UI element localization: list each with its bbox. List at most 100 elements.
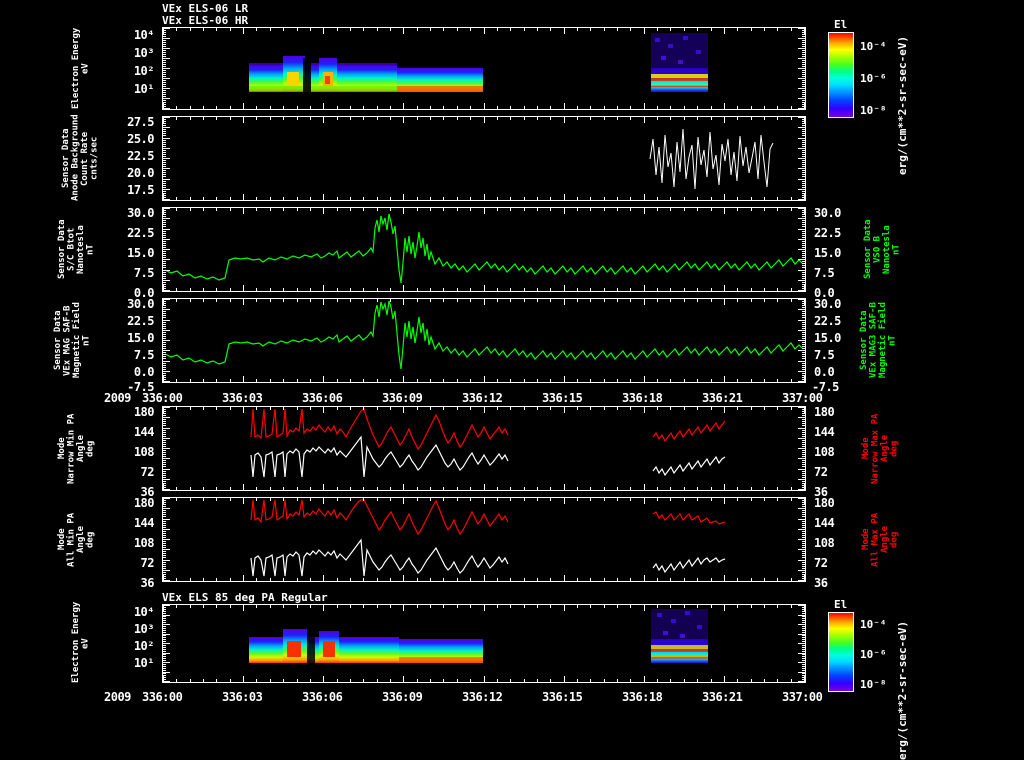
xtick-mid-6: 336:18 — [622, 391, 663, 405]
panel-right-label-all-max-pa: Mode All Max PA Angle deg — [861, 512, 900, 567]
panel-label-anode-background: Sensor Data Anode Background Count Rate … — [61, 114, 100, 201]
colorbar-top-units: erg/(cm**2-sr-sec-eV) — [896, 35, 909, 175]
panel-all-min-pa[interactable] — [162, 497, 806, 582]
ytickr-p3-300: 30.0 — [814, 206, 841, 220]
vex-mag-saf-b-plot — [164, 300, 804, 370]
panel-label-electron-energy-top: Electron Energy eV — [71, 27, 91, 110]
panel-narrow-min-pa[interactable] — [162, 406, 806, 491]
panel-electron-energy-bottom[interactable] — [162, 604, 806, 683]
xaxis-year-middle: 2009 — [104, 391, 131, 405]
colorbar-bottom-tick-2: 10⁻⁶ — [860, 648, 887, 661]
ytick-p6-144: 144 — [133, 516, 155, 530]
ytickr-p5-36: 36 — [814, 485, 828, 499]
colorbar-top: El 10⁻⁴ 10⁻⁶ 10⁻⁸ — [828, 18, 918, 118]
ytick-p3-225: 22.5 — [127, 226, 154, 240]
ytick-p4-300: 30.0 — [127, 297, 154, 311]
top-title-line1: VEx ELS-06 LR — [162, 2, 249, 15]
colorbar-bottom: El 10⁻⁴ 10⁻⁶ 10⁻⁸ — [828, 598, 918, 693]
ytickr-p4-150: 15.0 — [814, 331, 841, 345]
xtick-mid-2: 336:06 — [302, 391, 343, 405]
ytick-bot-1e1: 10¹ — [133, 656, 155, 670]
ytick-bot-1e4: 10⁴ — [133, 605, 155, 619]
panel-electron-energy-top[interactable] — [162, 27, 806, 110]
xtick-bot-0: 336:00 — [142, 690, 183, 704]
panel-vex-mag-saf-b[interactable] — [162, 298, 806, 383]
xtick-bot-2: 336:06 — [302, 690, 343, 704]
ytick-p5-144: 144 — [133, 425, 155, 439]
panel-right-label-narrow-max-pa: Mode Narrow Max PA Angle deg — [861, 413, 900, 484]
xtick-bot-3: 336:09 — [382, 690, 423, 704]
xtick-bot-7: 336:21 — [702, 690, 743, 704]
ytick-p4-225: 22.5 — [127, 314, 154, 328]
xtick-mid-4: 336:12 — [462, 391, 503, 405]
xtick-bot-5: 336:15 — [542, 690, 583, 704]
panel-label-electron-energy-bottom: Electron Energy eV — [71, 601, 91, 683]
panel-sc-btot[interactable] — [162, 207, 806, 292]
ytick-p4-n75: -7.5 — [127, 380, 154, 394]
colorbar-top-tick-2: 10⁻⁶ — [860, 72, 887, 85]
colorbar-top-tick-3: 10⁻⁸ — [860, 104, 887, 117]
xtick-mid-0: 336:00 — [142, 391, 183, 405]
xtick-mid-7: 336:21 — [702, 391, 743, 405]
colorbar-bottom-tick-1: 10⁻⁴ — [860, 618, 887, 631]
xtick-mid-8: 337:00 — [782, 391, 823, 405]
ytick-top-1e3: 10³ — [133, 46, 155, 60]
ytick-p2-200: 20.0 — [127, 166, 154, 180]
ytick-p4-00: 0.0 — [133, 365, 155, 379]
ytick-top-1e2: 10² — [133, 64, 155, 78]
ytick-p5-72: 72 — [140, 465, 155, 479]
xaxis-year-bottom: 2009 — [104, 690, 131, 704]
ytick-p4-150: 15.0 — [127, 331, 154, 345]
ytickr-p6-144: 144 — [814, 516, 835, 530]
all-pa-plot — [250, 499, 726, 577]
colorbar-top-title: El — [834, 18, 848, 31]
ytick-p6-180: 180 — [133, 496, 155, 510]
ytick-p3-00: 0.0 — [133, 286, 155, 300]
ytickr-p4-n75: -7.5 — [812, 380, 839, 394]
count-rate-plot — [649, 128, 774, 190]
xtick-bot-6: 336:18 — [622, 690, 663, 704]
ytick-p6-72: 72 — [140, 556, 155, 570]
ytickr-p5-108: 108 — [814, 445, 835, 459]
ytickr-p6-108: 108 — [814, 536, 835, 550]
ytick-p5-108: 108 — [133, 445, 155, 459]
panel-right-label-vex-mag3: Sensor Data VEx MAG3 SAF-B Magnetic Fiel… — [859, 302, 898, 379]
ytickr-p4-300: 30.0 — [814, 297, 841, 311]
ytickr-p5-180: 180 — [814, 405, 835, 419]
ytickr-p4-00: 0.0 — [814, 365, 835, 379]
ytick-p2-275: 27.5 — [127, 115, 154, 129]
panel-label-all-min-pa: Mode All Min PA Angle deg — [57, 512, 96, 567]
ytick-p5-36: 36 — [140, 485, 155, 499]
ytick-bot-1e2: 10² — [133, 639, 155, 653]
ytick-top-1e1: 10¹ — [133, 82, 155, 96]
ytickr-p4-225: 22.5 — [814, 314, 841, 328]
sc-btot-plot — [164, 213, 804, 284]
ytickr-p5-72: 72 — [814, 465, 828, 479]
bottom-panel-title: VEx ELS 85 deg PA Regular — [162, 591, 328, 604]
spectrogram-bottom-plot — [163, 605, 805, 682]
xtick-mid-5: 336:15 — [542, 391, 583, 405]
ytick-top-1e4: 10⁴ — [133, 28, 155, 42]
ytick-p6-36: 36 — [140, 576, 155, 590]
ytickr-p3-75: 7.5 — [814, 266, 835, 280]
colorbar-bottom-title: El — [834, 598, 848, 611]
ytick-p2-250: 25.0 — [127, 132, 154, 146]
xtick-bot-4: 336:12 — [462, 690, 503, 704]
ytick-p2-225: 22.5 — [127, 149, 154, 163]
colorbar-bottom-gradient — [828, 612, 854, 692]
xtick-mid-1: 336:03 — [222, 391, 263, 405]
top-title-line2: VEx ELS-06 HR — [162, 14, 249, 27]
colorbar-top-gradient — [828, 32, 854, 118]
ytick-p3-300: 30.0 — [127, 206, 154, 220]
xtick-bot-1: 336:03 — [222, 690, 263, 704]
ytick-p5-180: 180 — [133, 405, 155, 419]
ytickr-p6-72: 72 — [814, 556, 828, 570]
panel-label-sc-btot: Sensor Data S/C Btot Nanotesla nT — [57, 219, 96, 280]
panel-anode-background-count-rate[interactable] — [162, 116, 806, 201]
ytickr-p6-180: 180 — [814, 496, 835, 510]
xtick-bot-8: 337:00 — [782, 690, 823, 704]
ytickr-p5-144: 144 — [814, 425, 835, 439]
colorbar-bottom-tick-3: 10⁻⁸ — [860, 678, 887, 691]
ytick-p6-108: 108 — [133, 536, 155, 550]
ytick-p3-150: 15.0 — [127, 246, 154, 260]
